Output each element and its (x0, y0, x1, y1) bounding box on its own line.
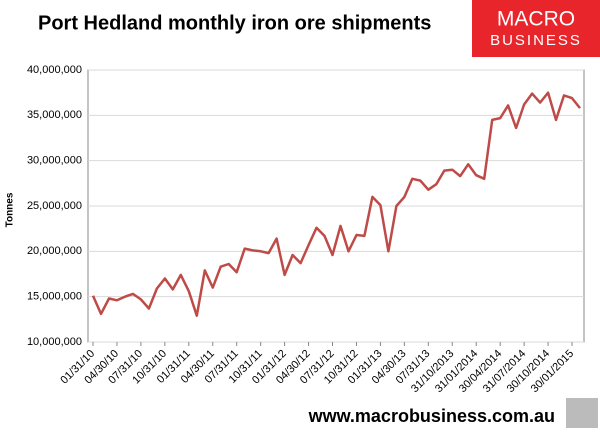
y-tick-label: 15,000,000 (27, 291, 82, 303)
footer: www.macrobusiness.com.au (308, 406, 555, 426)
y-tick-label: 10,000,000 (27, 336, 82, 348)
y-axis-label: Tonnes (5, 192, 16, 227)
y-tick-label: 35,000,000 (27, 109, 82, 121)
logo-box (472, 0, 600, 57)
data-line (91, 91, 581, 317)
y-tick-label: 40,000,000 (27, 64, 82, 76)
logo-text: MACRO (497, 8, 575, 31)
y-tick-label: 20,000,000 (27, 245, 82, 257)
y-tick-label: 25,000,000 (27, 200, 82, 212)
wolf-icon (566, 398, 598, 428)
logo-text: BUSINESS (490, 32, 582, 49)
chart-title: Port Hedland monthly iron ore shipments (38, 12, 431, 34)
y-tick-label: 30,000,000 (27, 155, 82, 167)
